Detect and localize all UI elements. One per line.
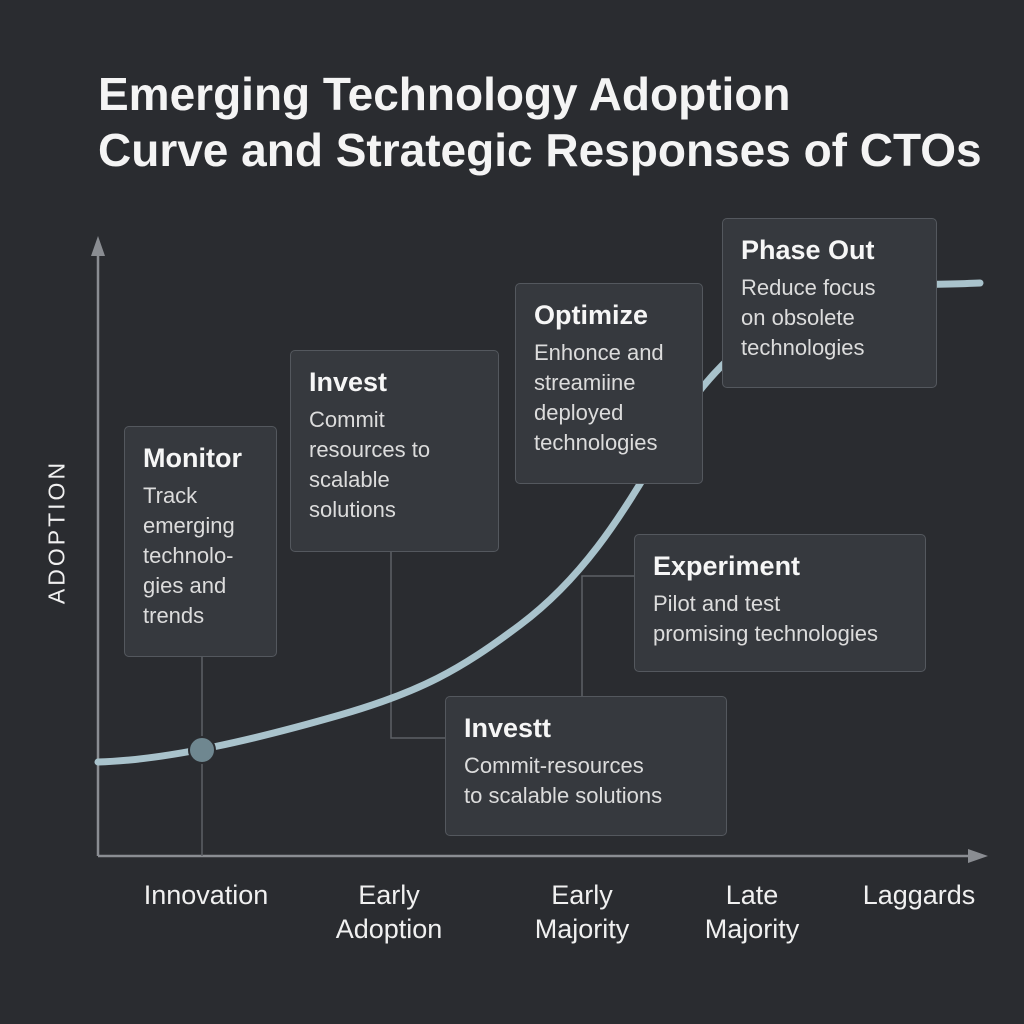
x-axis-arrow [968,849,988,863]
optimize-card: Optimize Enhonce and streamiine deployed… [515,283,703,484]
invest-card-body: Commit resources to scalable solutions [309,407,431,522]
stage-label-early-majority: Early Majority [534,880,630,944]
stage-label-early-adoption: Early Adoption [335,880,443,944]
y-axis-arrow [91,236,105,256]
innovation-marker [188,736,216,764]
page-title: Emerging Technology Adoption Curve and S… [98,66,1024,178]
investt-card-body: Commit-resources to scalable solutions [464,753,663,808]
stage-label-late-majority: Late Majority [704,880,800,944]
title-line-1: Emerging Technology Adoption [98,68,791,120]
invest-card-title: Invest [309,367,388,397]
monitor-card-title: Monitor [143,443,242,473]
invest-card: Invest Commit resources to scalable solu… [290,350,499,552]
monitor-card: Monitor Track emerging technolo- gies an… [124,426,277,657]
investt-card-title: Investt [464,713,552,743]
phase-out-card-body: Reduce focus on obsolete technologies [741,275,876,360]
experiment-card-title: Experiment [653,551,801,581]
optimize-card-title: Optimize [534,300,649,330]
experiment-connector [581,575,635,696]
y-axis-label: ADOPTION [43,459,70,605]
experiment-card: Experiment Pilot and test promising tech… [634,534,926,672]
invest-connector [390,551,446,739]
phase-out-card: Phase Out Reduce focus on obsolete techn… [722,218,937,388]
phase-out-card-title: Phase Out [741,235,875,265]
investt-card: Investt Commit-resources to scalable sol… [445,696,727,836]
stage-label-laggards: Laggards [862,880,976,910]
title-line-2: Curve and Strategic Responses of CTOs [98,124,982,176]
experiment-card-body: Pilot and test promising technologies [653,591,879,646]
optimize-card-body: Enhonce and streamiine deployed technolo… [534,340,664,455]
monitor-card-body: Track emerging technolo- gies and trends [143,483,235,628]
stage-label-innovation: Innovation [143,880,269,910]
